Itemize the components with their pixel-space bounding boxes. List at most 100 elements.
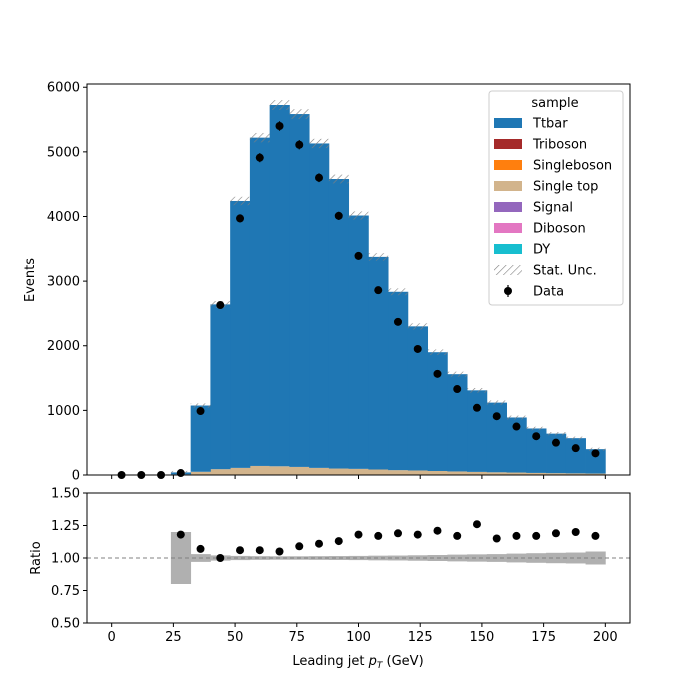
ratio-point xyxy=(492,534,501,543)
bar-single-top xyxy=(447,471,468,475)
bar-ttbar xyxy=(249,137,271,466)
ratio-point xyxy=(334,537,343,546)
main-panel: 0 1000 2000 3000 4000 5000 6000 Events xyxy=(23,81,631,484)
data-point xyxy=(532,432,541,441)
ratio-point xyxy=(295,542,304,551)
legend-title: sample xyxy=(531,96,578,111)
legend-swatch xyxy=(494,139,522,149)
ratio-point xyxy=(315,539,324,548)
legend-swatch xyxy=(494,118,522,128)
legend-swatch xyxy=(494,202,522,212)
legend-label: Data xyxy=(533,285,564,300)
data-point xyxy=(216,301,225,310)
bar-single-top xyxy=(328,468,350,475)
ratio-panel: 0.50 0.75 1.00 1.25 1.50 0 25 50 75 100 125 150 175… xyxy=(29,487,631,671)
stat-unc-hatch xyxy=(328,174,349,184)
bar-ttbar xyxy=(546,433,567,474)
x-tick-label: 200 xyxy=(593,630,618,645)
bar-single-top xyxy=(230,467,251,475)
stat-unc-hatch xyxy=(289,109,310,119)
bar-single-top xyxy=(388,470,409,475)
ratio-y-tick-label: 0.50 xyxy=(51,617,80,632)
stat-unc-hatch xyxy=(269,100,290,110)
main-y-ticks: 0 1000 2000 3000 4000 5000 6000 xyxy=(47,81,87,484)
x-tick-label: 0 xyxy=(108,630,116,645)
legend-label: Triboson xyxy=(532,138,587,153)
bar-single-top xyxy=(526,472,547,475)
ratio-band-bin xyxy=(249,556,271,560)
data-point xyxy=(275,122,284,131)
legend-marker xyxy=(504,287,512,295)
bar-ttbar xyxy=(309,143,330,468)
ratio-point xyxy=(236,546,245,555)
ratio-point xyxy=(374,531,383,540)
data-point xyxy=(591,449,600,458)
bar-ttbar xyxy=(230,200,251,468)
bar-ttbar xyxy=(328,179,350,469)
stat-unc-hatch xyxy=(368,253,389,261)
stat-unc-hatch xyxy=(190,403,211,408)
ratio-point xyxy=(354,530,363,539)
stat-unc-hatch xyxy=(447,371,468,377)
stat-unc-hatch xyxy=(546,432,566,436)
ratio-y-tick-label: 0.75 xyxy=(51,584,80,599)
stat-unc-hatch xyxy=(348,211,369,220)
bar-ttbar xyxy=(565,438,586,474)
bar-single-top xyxy=(368,469,389,475)
ratio-point xyxy=(571,528,580,536)
legend: sample Ttbar Triboson Singleboson Single to… xyxy=(488,90,624,306)
ratio-y-ticks: 0.50 0.75 1.00 1.25 1.50 xyxy=(51,487,87,632)
legend-swatch xyxy=(494,244,522,254)
bar-ttbar xyxy=(289,114,310,467)
data-point xyxy=(571,444,580,453)
bar-single-top xyxy=(309,467,330,475)
stat-unc-hatch xyxy=(506,415,527,420)
ratio-band-bin xyxy=(565,552,586,564)
ratio-band-bin xyxy=(467,554,488,562)
ratio-y-tick-label: 1.00 xyxy=(51,552,80,567)
bar-ttbar xyxy=(269,105,290,467)
legend-swatch-hatch xyxy=(494,265,522,275)
bar-single-top xyxy=(407,470,429,475)
ratio-y-axis-label: Ratio xyxy=(29,541,44,574)
bar-single-top xyxy=(269,466,290,475)
ratio-points xyxy=(176,520,600,562)
data-point xyxy=(413,344,422,353)
ratio-band-bin xyxy=(585,551,606,565)
data-point xyxy=(551,438,560,447)
y-tick-label: 6000 xyxy=(47,81,80,96)
legend-label: DY xyxy=(533,243,550,258)
legend-label: Singleboson xyxy=(533,159,612,174)
bar-ttbar xyxy=(210,304,231,470)
bar-ttbar xyxy=(447,374,468,472)
bar-single-top xyxy=(249,465,271,475)
bar-ttbar xyxy=(388,291,409,471)
legend-label: Signal xyxy=(533,201,573,216)
ratio-point xyxy=(591,531,600,540)
bar-ttbar xyxy=(190,405,211,472)
bar-single-top xyxy=(427,470,448,475)
bar-single-top xyxy=(546,473,567,475)
data-point xyxy=(492,412,501,421)
ratio-point xyxy=(472,520,481,529)
data-point xyxy=(433,369,442,378)
legend-label: Diboson xyxy=(533,222,586,237)
stat-unc-hatch xyxy=(565,436,586,440)
data-point xyxy=(354,251,363,260)
ratio-point xyxy=(216,554,225,562)
y-tick-label: 5000 xyxy=(47,145,80,160)
stat-unc-hatch xyxy=(249,132,270,143)
ratio-point xyxy=(393,529,402,538)
ratio-point xyxy=(453,531,462,540)
x-tick-label: 150 xyxy=(469,630,494,645)
y-tick-label: 4000 xyxy=(47,210,80,225)
y-tick-label: 3000 xyxy=(47,275,80,290)
data-point xyxy=(512,422,521,431)
bar-single-top xyxy=(348,468,369,475)
bar-ttbar xyxy=(467,390,488,472)
bar-ttbar xyxy=(407,326,429,471)
legend-swatch xyxy=(494,223,522,233)
legend-label: Ttbar xyxy=(532,117,568,132)
data-point xyxy=(295,140,304,149)
data-point xyxy=(453,385,462,394)
